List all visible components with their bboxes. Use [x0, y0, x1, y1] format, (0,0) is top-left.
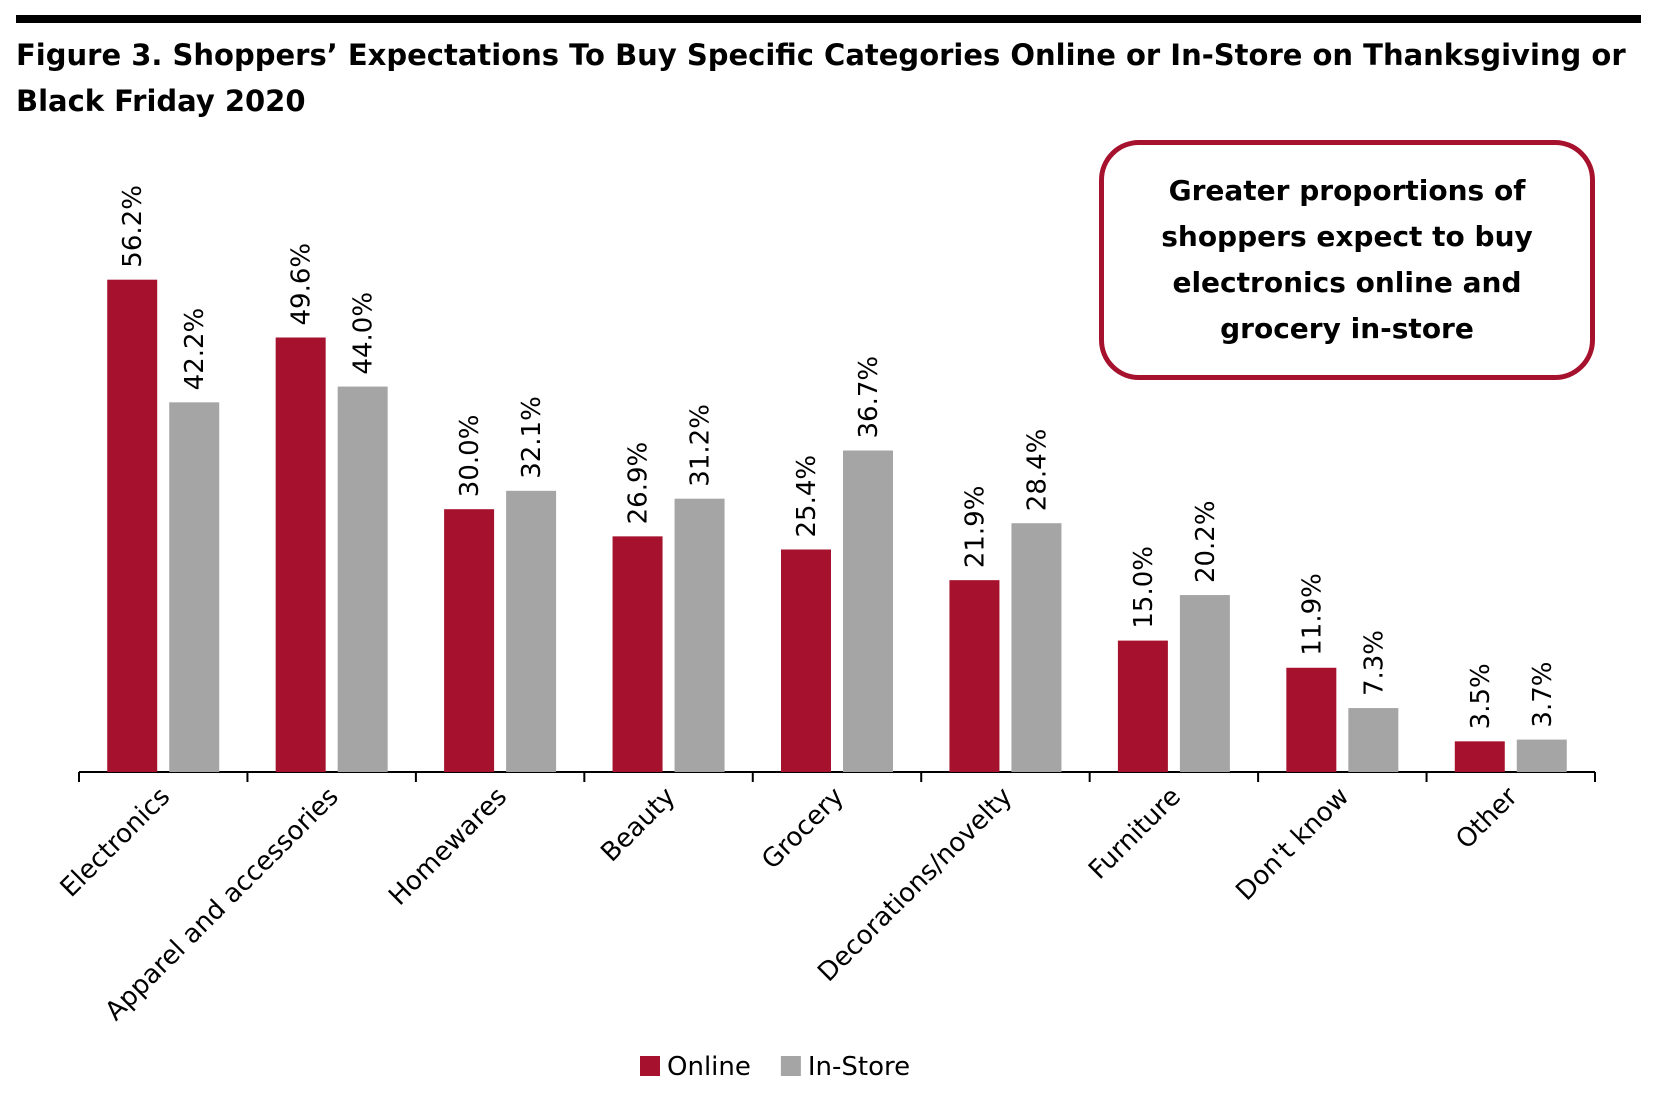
bar [337, 386, 388, 772]
value-label: 49.6% [287, 243, 317, 326]
bar [612, 536, 663, 772]
value-label: 44.0% [349, 292, 379, 375]
legend-swatch [640, 1056, 660, 1076]
value-label: 26.9% [624, 442, 654, 525]
value-label: 21.9% [960, 486, 990, 569]
value-label: 3.5% [1466, 663, 1496, 729]
bar [1117, 640, 1168, 772]
x-tick-label: Don't know [1230, 782, 1355, 907]
value-label: 3.7% [1528, 662, 1558, 728]
bar [1348, 708, 1399, 772]
x-tick-label: Electronics [55, 782, 176, 903]
bar [1516, 739, 1567, 772]
value-label: 30.0% [455, 415, 485, 498]
bar [1454, 741, 1505, 772]
bar [1011, 523, 1062, 772]
value-label: 56.2% [118, 185, 148, 268]
chart-title: Figure 3. Shoppers’ Expectations To Buy … [16, 38, 1626, 118]
x-tick-label: Grocery [756, 782, 850, 876]
x-tick-label: Furniture [1083, 782, 1187, 886]
value-label: 7.3% [1359, 630, 1389, 696]
x-tick-label: Beauty [595, 782, 681, 868]
legend-label: In-Store [808, 1052, 910, 1082]
value-label: 15.0% [1129, 546, 1159, 629]
legend-swatch [780, 1056, 801, 1076]
bar [506, 490, 557, 772]
bar [275, 337, 326, 772]
value-label: 20.2% [1191, 500, 1221, 583]
x-tick-label: Homewares [383, 782, 513, 912]
value-label: 31.2% [686, 404, 716, 487]
bar [949, 580, 1000, 772]
bar [169, 402, 220, 772]
top-rule [16, 15, 1641, 23]
bar [1286, 667, 1337, 772]
value-label: 32.1% [517, 396, 547, 479]
x-tick-label: Other [1450, 782, 1524, 856]
bar [107, 279, 158, 772]
bar [781, 549, 831, 772]
bar [1179, 595, 1230, 772]
value-label: 42.2% [180, 308, 210, 391]
value-label: 25.4% [792, 455, 822, 538]
legend-label: Online [667, 1052, 751, 1082]
bar [444, 509, 495, 772]
x-tick-label: Decorations/novelty [812, 782, 1018, 988]
value-label: 36.7% [854, 356, 884, 439]
bar [674, 498, 725, 772]
value-label: 11.9% [1297, 573, 1327, 656]
value-label: 28.4% [1022, 429, 1052, 512]
annotation: Greater proportions of shoppers expect t… [1099, 140, 1595, 380]
bar [843, 450, 893, 772]
